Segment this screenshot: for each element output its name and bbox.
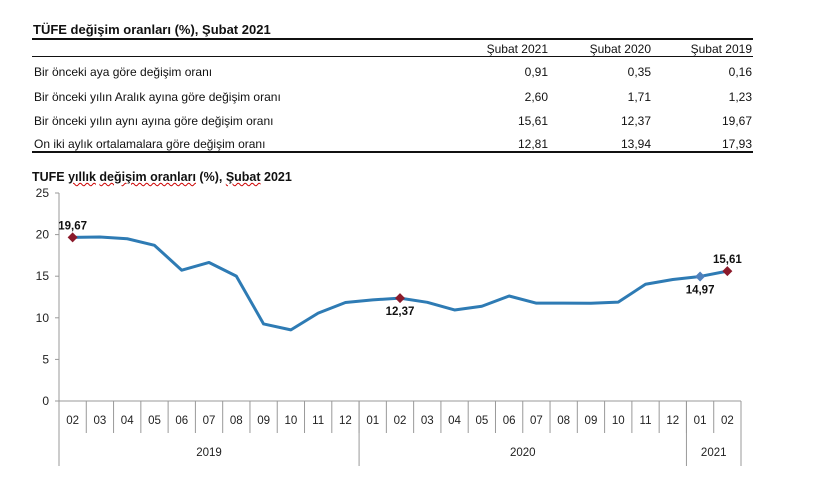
x-tick-label: 01 <box>694 415 707 427</box>
table-cell: 19,67 <box>721 114 752 128</box>
x-tick-label: 05 <box>475 415 488 427</box>
marker <box>722 266 733 277</box>
table-cell: 1,71 <box>627 90 651 104</box>
table-title: TÜFE değişim oranları (%), Şubat 2021 <box>33 22 271 37</box>
marker <box>695 271 706 282</box>
y-tick-label: 25 <box>36 186 50 200</box>
marker <box>67 232 78 243</box>
x-tick-label: 08 <box>557 415 570 427</box>
column-header: Şubat 2020 <box>589 42 651 56</box>
x-tick-label: 10 <box>284 415 297 427</box>
column-header: Şubat 2019 <box>690 42 752 56</box>
x-tick-label: 09 <box>257 415 270 427</box>
x-tick-label: 01 <box>366 415 379 427</box>
x-tick-label: 11 <box>640 415 652 427</box>
table-cell: 17,93 <box>721 137 752 151</box>
table-cell: 15,61 <box>517 114 548 128</box>
x-tick-label: 05 <box>148 415 161 427</box>
row-label: Bir önceki yılın Aralık ayına göre değiş… <box>34 90 281 104</box>
x-tick-label: 03 <box>421 415 434 427</box>
x-tick-label: 06 <box>175 415 188 427</box>
row-label: Bir önceki aya göre değişim oranı <box>34 65 213 79</box>
divider <box>32 56 753 57</box>
table-cell: 0,16 <box>728 65 752 79</box>
x-tick-label: 07 <box>203 415 216 427</box>
y-tick-label: 20 <box>36 228 50 242</box>
x-tick-label: 02 <box>394 415 407 427</box>
y-tick-label: 0 <box>42 394 49 408</box>
x-tick-label: 02 <box>721 415 734 427</box>
group-label: 2020 <box>510 447 536 459</box>
group-label: 2021 <box>701 447 727 459</box>
title-part: Şubat <box>225 170 261 184</box>
title-part: değişim oranları <box>99 170 196 184</box>
table-cell: 12,37 <box>620 114 651 128</box>
title-part: yıllık <box>68 170 96 184</box>
y-tick-label: 15 <box>36 269 50 283</box>
column-header: Şubat 2021 <box>486 42 548 56</box>
y-tick-label: 10 <box>36 311 50 325</box>
row-label: Bir önceki yılın aynı ayına göre değişim… <box>34 114 274 128</box>
title-part: (%), <box>195 170 226 184</box>
data-label: 19,67 <box>58 220 87 232</box>
group-label: 2019 <box>196 447 222 459</box>
x-tick-label: 06 <box>503 415 516 427</box>
x-tick-label: 03 <box>94 415 107 427</box>
x-tick-label: 12 <box>666 415 679 427</box>
data-label: 12,37 <box>386 306 415 318</box>
divider <box>32 151 753 153</box>
divider <box>32 38 753 40</box>
table-cell: 13,94 <box>620 137 651 151</box>
table-cell: 0,91 <box>524 65 548 79</box>
table-cell: 1,23 <box>728 90 752 104</box>
x-tick-label: 08 <box>230 415 243 427</box>
x-tick-label: 12 <box>339 415 352 427</box>
title-part: TUFE <box>32 170 69 184</box>
row-label: On iki aylık ortalamalara göre değişim o… <box>34 137 266 151</box>
x-tick-label: 11 <box>312 415 324 427</box>
data-label: 15,61 <box>713 254 742 266</box>
x-tick-label: 10 <box>612 415 625 427</box>
table-cell: 0,35 <box>627 65 651 79</box>
table-cell: 2,60 <box>524 90 548 104</box>
data-label: 14,97 <box>686 284 715 296</box>
title-part: 2021 <box>260 170 292 184</box>
chart-title: TUFE yıllık değişim oranları (%), Şubat … <box>32 170 292 184</box>
x-tick-label: 04 <box>448 415 461 427</box>
table-cell: 12,81 <box>517 137 548 151</box>
y-tick-label: 5 <box>42 352 49 366</box>
x-tick-label: 07 <box>530 415 543 427</box>
x-tick-label: 04 <box>121 415 134 427</box>
marker <box>395 293 405 304</box>
x-tick-label: 02 <box>66 415 79 427</box>
x-tick-label: 09 <box>585 415 598 427</box>
